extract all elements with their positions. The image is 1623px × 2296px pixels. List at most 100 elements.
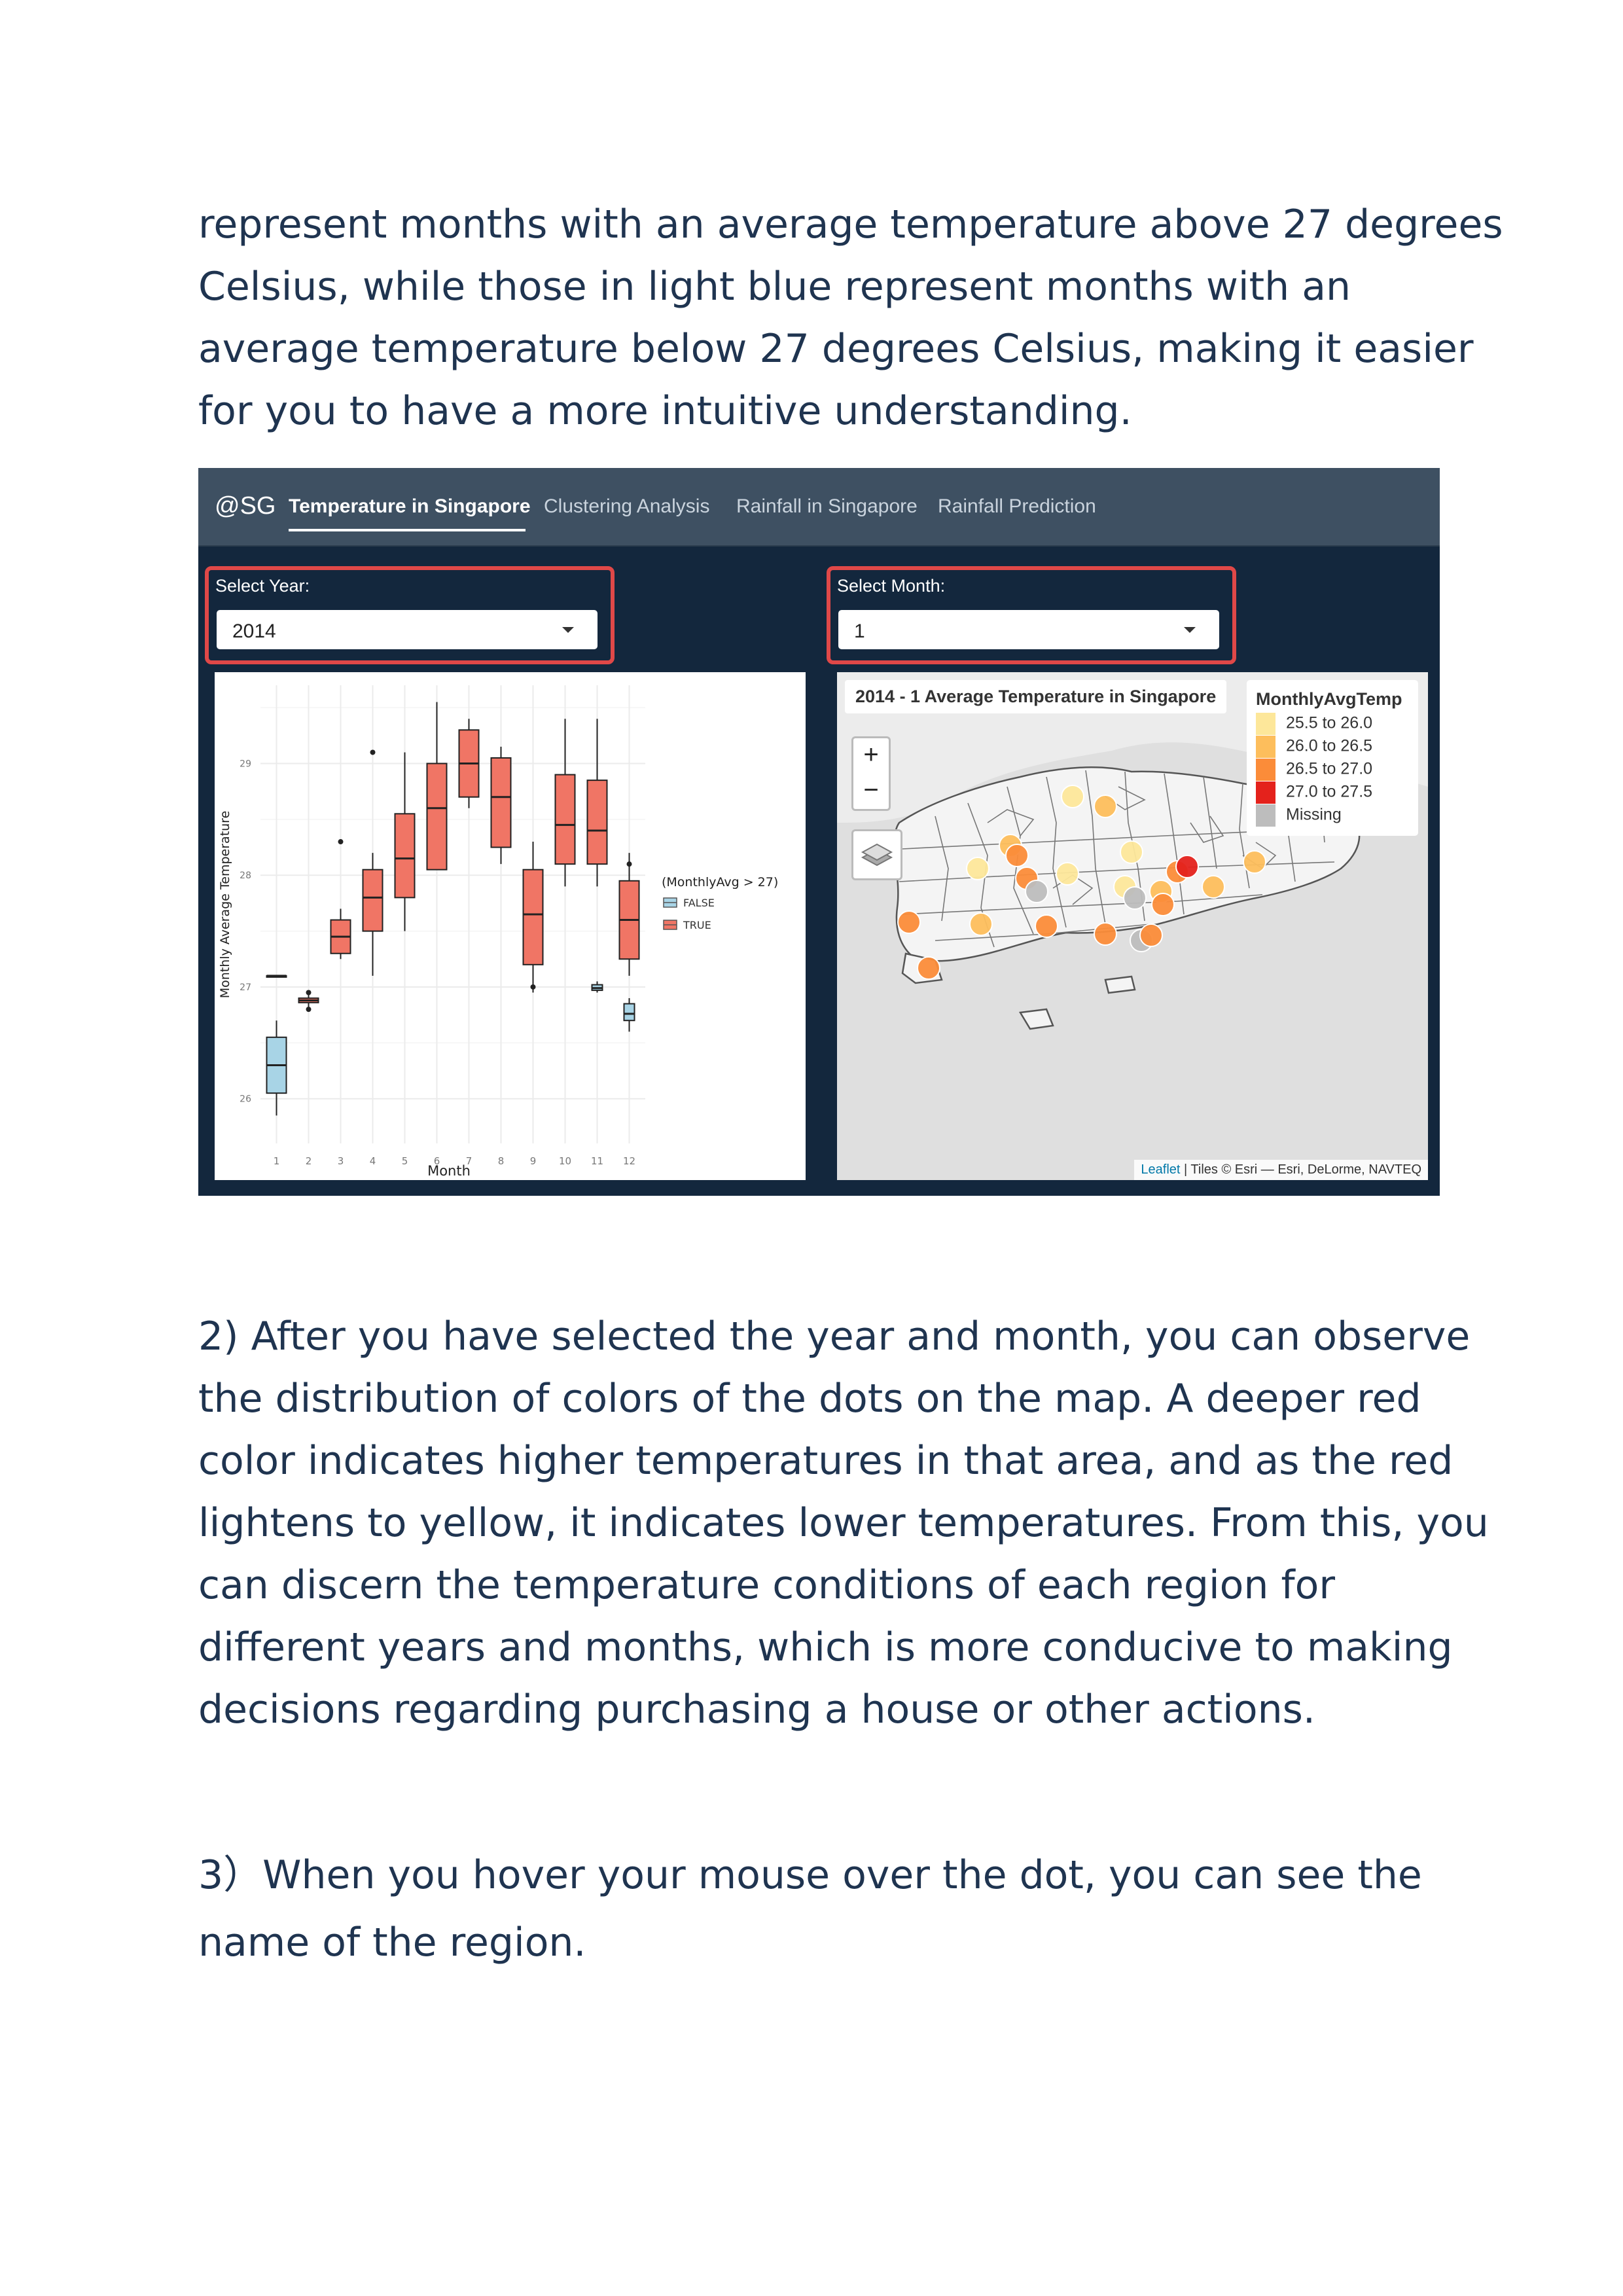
navbar: @SG Temperature in Singapore Clustering …	[198, 468, 1440, 547]
planning-area-boundary	[1190, 816, 1224, 843]
box-true-month-3	[330, 839, 351, 960]
legend-label-true: TRUE	[683, 919, 711, 931]
legend-title: (MonthlyAvg > 27)	[662, 875, 778, 889]
region-temperature-dot[interactable]	[1120, 840, 1143, 864]
box-true-month-10	[554, 719, 576, 887]
text-line: average temperature below 27 degrees Cel…	[198, 326, 1474, 372]
intro-paragraph: represent months with an average tempera…	[198, 194, 1503, 442]
planning-area-boundary	[1164, 773, 1185, 915]
step-3-paragraph: 3）When you hover your mouse over the dot…	[198, 1844, 1442, 1974]
text-line: Celsius, while those in light blue repre…	[198, 264, 1351, 310]
x-tick-label: 6	[434, 1155, 440, 1167]
tab-temperature[interactable]: Temperature in Singapore	[289, 495, 531, 517]
boxplot-panel: 26 27 28 29 1 2 3 4 5 6 7 8 9 10 11 12 Monthly Average …	[215, 672, 806, 1180]
app-screenshot: @SG Temperature in Singapore Clustering …	[198, 468, 1440, 1196]
region-temperature-dot[interactable]	[917, 956, 940, 980]
tab-rainfall[interactable]: Rainfall in Singapore	[736, 495, 918, 517]
month-select-dropdown[interactable]: 1	[838, 610, 1219, 649]
box-true-month-11	[586, 719, 608, 887]
layers-button[interactable]	[851, 829, 902, 880]
box	[490, 757, 512, 848]
region-temperature-dot[interactable]	[966, 857, 990, 880]
month-select-highlight	[827, 566, 1236, 664]
outlier-point	[306, 1007, 312, 1013]
y-tick-label: 26	[240, 1094, 251, 1105]
text-line: for you to have a more intuitive underst…	[198, 388, 1132, 434]
tab-rainfall-prediction[interactable]: Rainfall Prediction	[938, 495, 1096, 517]
region-temperature-dot[interactable]	[1123, 886, 1147, 910]
text-line: decisions regarding purchasing a house o…	[198, 1687, 1315, 1732]
y-axis-label: Monthly Average Temperature	[218, 811, 232, 999]
box-true-month-1	[266, 975, 287, 978]
chevron-down-icon	[1184, 627, 1196, 633]
region-temperature-dot[interactable]	[1139, 924, 1163, 947]
x-tick-label: 1	[274, 1155, 280, 1167]
text-line: the distribution of colors of the dots o…	[198, 1376, 1421, 1422]
region-temperature-dot[interactable]	[897, 910, 921, 934]
region-temperature-dot[interactable]	[969, 912, 993, 936]
text-line: represent months with an average tempera…	[198, 202, 1503, 247]
x-tick-label: 12	[623, 1155, 635, 1167]
region-temperature-dot[interactable]	[1202, 875, 1225, 899]
region-temperature-dot[interactable]	[1061, 785, 1084, 808]
planning-area-boundary	[899, 861, 1335, 882]
x-tick-label: 7	[466, 1155, 473, 1167]
planning-area-boundary	[902, 829, 1309, 850]
map-panel[interactable]: 2014 - 1 Average Temperature in Singapor…	[837, 672, 1428, 1180]
box	[623, 1003, 635, 1022]
legend-item: 26.0 to 26.5	[1256, 736, 1372, 758]
text-line: name of the region.	[198, 1920, 586, 1965]
island-south	[1018, 1008, 1054, 1030]
legend-item: 26.5 to 27.0	[1256, 759, 1372, 781]
x-tick-label: 9	[530, 1155, 537, 1167]
y-tick-label: 27	[240, 982, 251, 993]
legend-item: 25.5 to 26.0	[1256, 713, 1372, 735]
planning-area-boundary	[902, 894, 1263, 915]
year-select-dropdown[interactable]: 2014	[217, 610, 597, 649]
zoom-in-button[interactable]: +	[851, 736, 891, 776]
month-select-value: 1	[854, 620, 865, 642]
x-axis-label: Month	[427, 1163, 471, 1179]
step-2-paragraph: 2) After you have selected the year and …	[198, 1306, 1489, 1741]
y-tick-label: 29	[240, 759, 251, 770]
region-temperature-dot[interactable]	[1025, 880, 1048, 903]
box	[394, 813, 416, 899]
year-select-label: Select Year:	[215, 576, 310, 596]
outlier-point	[530, 984, 536, 990]
box-true-month-4	[362, 749, 383, 976]
tab-clustering[interactable]: Clustering Analysis	[544, 495, 710, 517]
month-select-label: Select Month:	[837, 576, 946, 596]
legend-item: 27.0 to 27.5	[1256, 781, 1372, 804]
box-true-month-5	[394, 752, 416, 931]
region-temperature-dot[interactable]	[1151, 893, 1175, 916]
box-true-month-2	[298, 990, 319, 1013]
box-true-month-7	[458, 719, 480, 808]
planning-area-boundary	[1203, 776, 1217, 869]
box	[554, 774, 576, 865]
x-tick-label: 3	[338, 1155, 344, 1167]
brand-logo[interactable]: @SG	[215, 492, 276, 520]
layers-icon	[861, 843, 893, 867]
island-south-2	[1104, 975, 1136, 994]
map-title: 2014 - 1 Average Temperature in Singapor…	[845, 680, 1227, 713]
year-select-value: 2014	[232, 620, 276, 642]
x-tick-label: 11	[591, 1155, 603, 1167]
zoom-out-button[interactable]: −	[851, 774, 891, 811]
leaflet-link[interactable]: Leaflet	[1141, 1162, 1181, 1177]
active-tab-indicator	[289, 529, 526, 531]
text-line: lightens to yellow, it indicates lower t…	[198, 1500, 1489, 1546]
region-temperature-dot[interactable]	[1035, 914, 1058, 938]
region-temperature-dot[interactable]	[1175, 855, 1199, 878]
outlier-point	[306, 990, 312, 996]
x-tick-label: 5	[402, 1155, 408, 1167]
region-temperature-dot[interactable]	[1094, 795, 1117, 818]
x-tick-label: 2	[306, 1155, 312, 1167]
region-temperature-dot[interactable]	[1056, 862, 1079, 886]
x-tick-label: 8	[498, 1155, 505, 1167]
planning-area-boundary	[935, 816, 949, 922]
region-temperature-dot[interactable]	[1005, 844, 1029, 867]
map-legend: MonthlyAvgTemp 25.5 to 26.0 26.0 to 26.5…	[1247, 680, 1418, 836]
region-temperature-dot[interactable]	[1243, 850, 1266, 874]
region-temperature-dot[interactable]	[1094, 922, 1117, 946]
